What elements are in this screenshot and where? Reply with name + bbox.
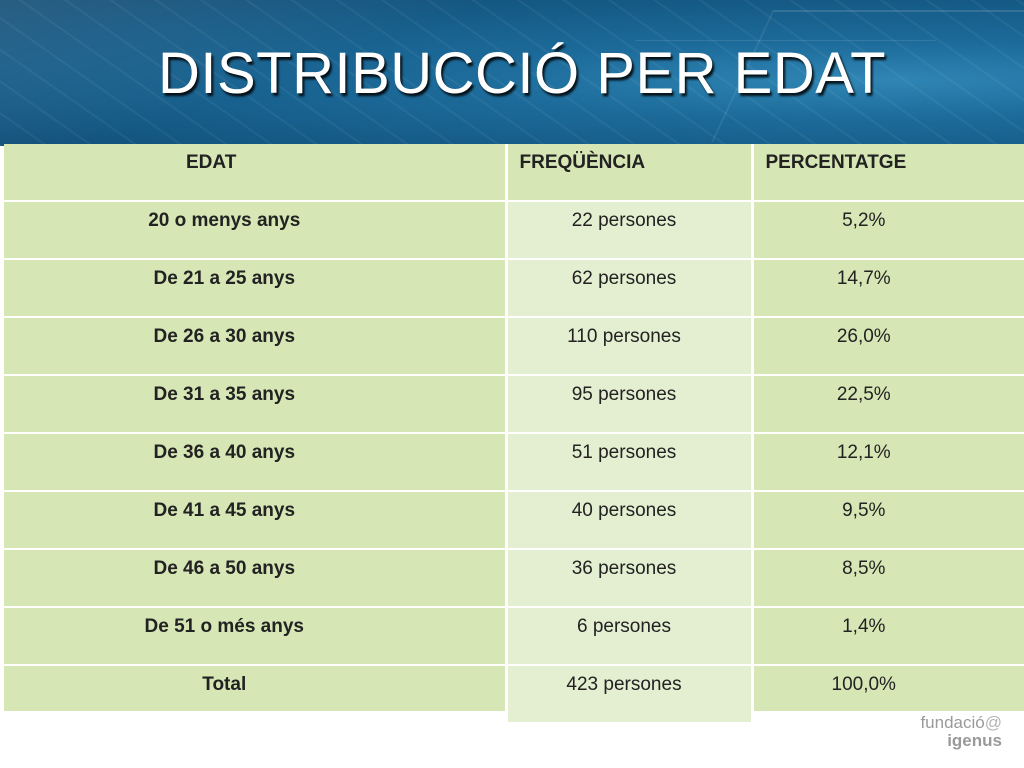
age-range-cell: De 41 a 45 anys [4, 491, 508, 550]
percentage-cell: 8,5% [752, 549, 1024, 608]
frequency-cell: 95 persones [506, 375, 754, 434]
age-range-cell: De 21 a 25 anys [4, 259, 508, 318]
frequency-cell: 6 persones [506, 607, 754, 666]
logo-line1: fundació [920, 713, 985, 732]
table-row: De 31 a 35 anys 95 persones 22,5% [4, 375, 1024, 434]
percentage-cell: 12,1% [752, 433, 1024, 492]
percentage-cell: 9,5% [752, 491, 1024, 550]
header-frequency: FREQÜÈNCIA [506, 144, 754, 202]
table-row: De 46 a 50 anys 36 persones 8,5% [4, 549, 1024, 608]
age-range-cell: De 51 o més anys [4, 607, 508, 666]
table-row: De 36 a 40 anys 51 persones 12,1% [4, 433, 1024, 492]
data-table: EDAT FREQÜÈNCIA PERCENTATGE 20 o menys a… [4, 144, 1024, 724]
percentage-cell: 26,0% [752, 317, 1024, 376]
logo-at: @ [984, 713, 1002, 732]
logo-line2: igenus [947, 731, 1002, 750]
table-row: De 26 a 30 anys 110 persones 26,0% [4, 317, 1024, 376]
table-row: 20 o menys anys 22 persones 5,2% [4, 201, 1024, 260]
age-range-cell: Total [4, 665, 508, 724]
slide-title: DISTRIBUCCIÓ PER EDAT [157, 41, 887, 106]
percentage-cell: 14,7% [752, 259, 1024, 318]
header-band [0, 0, 1024, 146]
age-distribution-table: EDAT FREQÜÈNCIA PERCENTATGE 20 o menys a… [4, 144, 1024, 724]
header-age: EDAT [4, 144, 508, 202]
percentage-cell: 100,0% [752, 665, 1024, 724]
header-percentage: PERCENTATGE [752, 144, 1024, 202]
frequency-cell: 40 persones [506, 491, 754, 550]
percentage-cell: 1,4% [752, 607, 1024, 666]
age-range-cell: De 36 a 40 anys [4, 433, 508, 492]
age-range-cell: De 31 a 35 anys [4, 375, 508, 434]
fundacio-igenus-logo: fundació@ igenus [920, 714, 1002, 750]
table-row: De 41 a 45 anys 40 persones 9,5% [4, 491, 1024, 550]
frequency-cell: 423 persones [506, 665, 754, 724]
percentage-cell: 22,5% [752, 375, 1024, 434]
frequency-cell: 110 persones [506, 317, 754, 376]
table-row: De 21 a 25 anys 62 persones 14,7% [4, 259, 1024, 318]
table-header-row: EDAT FREQÜÈNCIA PERCENTATGE [4, 144, 1024, 202]
table-body: 20 o menys anys 22 persones 5,2% De 21 a 25… [4, 201, 1024, 724]
frequency-cell: 62 persones [506, 259, 754, 318]
table-row: De 51 o més anys 6 persones 1,4% [4, 607, 1024, 666]
frequency-cell: 51 persones [506, 433, 754, 492]
frequency-cell: 22 persones [506, 201, 754, 260]
age-range-cell: De 46 a 50 anys [4, 549, 508, 608]
percentage-cell: 5,2% [752, 201, 1024, 260]
table-row: Total 423 persones 100,0% [4, 665, 1024, 724]
age-range-cell: De 26 a 30 anys [4, 317, 508, 376]
frequency-cell: 36 persones [506, 549, 754, 608]
age-range-cell: 20 o menys anys [4, 201, 508, 260]
